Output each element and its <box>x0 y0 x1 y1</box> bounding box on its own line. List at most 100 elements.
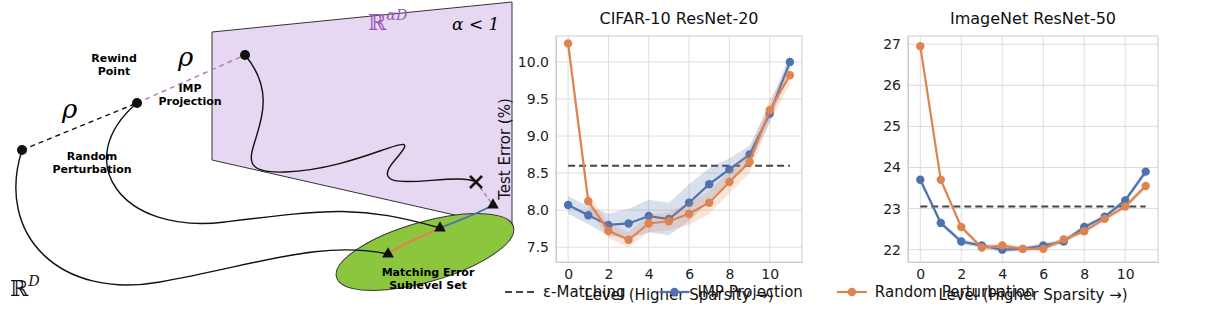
grid-line <box>769 36 770 262</box>
x-axis: 0 2 4 6 8 10 <box>909 262 1159 282</box>
plot-area <box>916 42 1150 254</box>
point <box>17 145 27 155</box>
tick: 10 <box>761 262 779 282</box>
series-marker <box>1060 235 1068 243</box>
grid-line <box>556 98 802 99</box>
rewind-label: Rewind <box>91 52 137 65</box>
legend-item: ε-Matching <box>505 283 626 301</box>
plot-frame <box>556 36 802 262</box>
projection-label: Projection <box>158 95 221 108</box>
tick-label: 9.5 <box>527 91 549 107</box>
tick: 27 <box>883 36 908 52</box>
legend-marker <box>848 288 856 296</box>
tick-label: 8.5 <box>527 165 549 181</box>
legend-item: IMP Projection <box>660 283 803 301</box>
grid <box>908 36 1158 262</box>
y-axis: 7.5 8.0 8.5 9.0 9.5 10.0 <box>518 37 557 263</box>
series-marker <box>645 219 653 227</box>
series-marker <box>564 201 572 209</box>
tick-label: 4 <box>645 266 654 282</box>
plot-area <box>564 36 794 247</box>
tick-label: 0 <box>916 266 925 282</box>
constraint-label: α < 1 <box>452 14 499 34</box>
grid-line <box>1043 36 1044 262</box>
tick-label: 7.5 <box>527 239 549 255</box>
legend-swatch <box>505 291 535 293</box>
tick: 4 <box>645 262 654 282</box>
tick: 10 <box>1117 262 1135 282</box>
tick-label: 4 <box>998 266 1007 282</box>
x-axis-label: Level (Higher Sparsity →) <box>938 286 1127 304</box>
perturbation-label: Random <box>67 150 118 163</box>
tick: 6 <box>685 262 694 282</box>
chart-title: ImageNet ResNet-50 <box>950 9 1116 28</box>
projection-label: IMP <box>178 82 201 95</box>
series-marker <box>745 158 753 166</box>
axis-line <box>556 37 557 263</box>
tick-label: 10 <box>761 266 779 282</box>
tick: 9.0 <box>527 128 556 144</box>
series-marker <box>624 219 632 227</box>
arrowhead <box>434 221 446 231</box>
series-line <box>920 206 1145 208</box>
series-marker <box>1121 202 1129 210</box>
grid-line <box>908 85 1158 86</box>
error-band <box>568 36 790 247</box>
sublevel-label: Matching Error <box>382 266 475 279</box>
series-marker <box>705 199 713 207</box>
grid <box>556 36 802 262</box>
series-marker <box>1142 167 1150 175</box>
series-marker <box>786 58 794 66</box>
tick-label: 10.0 <box>518 54 549 70</box>
space-full-label-exp: D <box>27 273 40 289</box>
tick-label: 6 <box>1039 266 1048 282</box>
tick: 8 <box>725 262 734 282</box>
grid-line <box>920 36 921 262</box>
series-marker <box>705 180 713 188</box>
tick-label: 8 <box>725 266 734 282</box>
series-marker <box>725 178 733 186</box>
tick-label: 2 <box>604 266 613 282</box>
series-marker <box>766 106 774 114</box>
tick-label: 9.0 <box>527 128 549 144</box>
grid-line <box>1125 36 1126 262</box>
tick-label: 26 <box>883 77 901 93</box>
series-marker <box>1019 245 1027 253</box>
series-line <box>920 46 1145 249</box>
rewind-label: Point <box>98 65 130 78</box>
tick-label: 0 <box>564 266 573 282</box>
tick: 25 <box>883 118 908 134</box>
tick-label: 25 <box>883 118 901 134</box>
tick: 0 <box>564 262 573 282</box>
tick-label: 8 <box>1080 266 1089 282</box>
tick-label: 6 <box>685 266 694 282</box>
series-marker <box>685 210 693 218</box>
series-marker <box>604 227 612 235</box>
tick-label: 27 <box>883 36 901 52</box>
tick: 2 <box>957 262 966 282</box>
plot-frame <box>908 36 1158 262</box>
space-full-label-base: ℝ <box>10 276 29 301</box>
rho-label: ρ <box>177 42 194 72</box>
axis-line <box>557 262 803 263</box>
series-marker <box>1142 182 1150 190</box>
tick: 24 <box>883 159 908 175</box>
point <box>132 98 142 108</box>
tick-label: 8.0 <box>527 202 549 218</box>
axis-line <box>909 262 1159 263</box>
legend-label: IMP Projection <box>698 283 803 301</box>
space-sub-label-base: ℝ <box>368 10 387 35</box>
grid-line <box>556 173 802 174</box>
space-sub-label-exp: αD <box>386 7 408 23</box>
chart: 0246810222324252627ImageNet ResNet-50Lev… <box>883 9 1158 304</box>
arrowhead <box>382 247 394 257</box>
tick-label: 2 <box>957 266 966 282</box>
series-marker <box>1101 215 1109 223</box>
sublevel-set <box>328 198 521 306</box>
tick: 6 <box>1039 262 1048 282</box>
series-marker <box>916 176 924 184</box>
tick: 23 <box>883 201 908 217</box>
grid-line <box>729 36 730 262</box>
series-marker <box>1019 245 1027 253</box>
grid-line <box>556 136 802 137</box>
